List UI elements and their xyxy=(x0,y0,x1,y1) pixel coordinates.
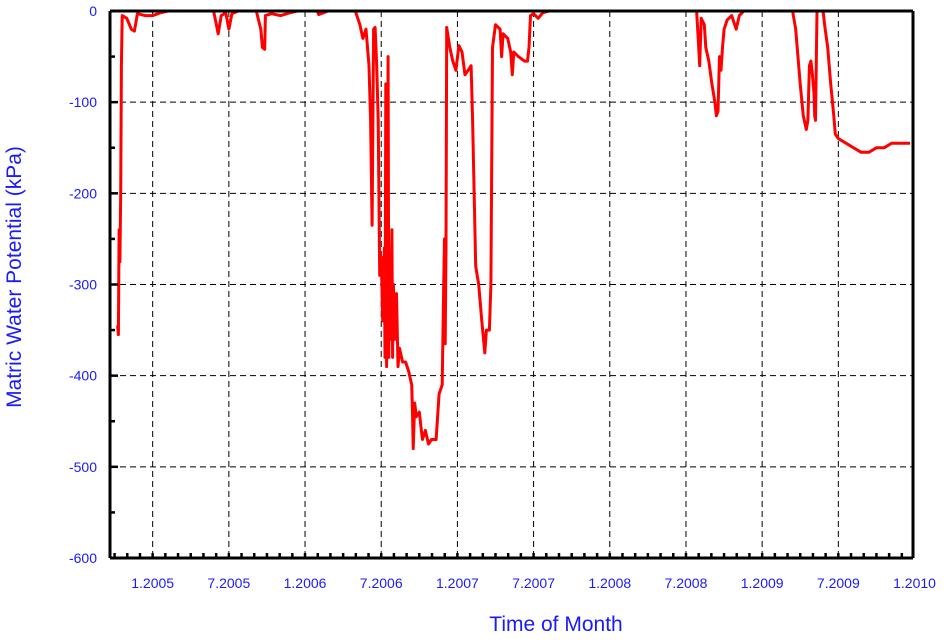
x-tick-label-3: 7.2006 xyxy=(360,575,403,591)
x-tick-label-1: 7.2005 xyxy=(207,575,250,591)
y-axis-title: Matric Water Potential (kPa) xyxy=(3,146,26,408)
y-tick-label-1: -100 xyxy=(69,94,97,110)
gridlines xyxy=(110,11,913,558)
x-tick-label-10: 1.2010 xyxy=(893,575,936,591)
x-tick-label-8: 1.2009 xyxy=(741,575,784,591)
series-line-0 xyxy=(116,9,910,451)
x-tick-labels: 1.2005 7.2005 1.2006 7.2006 1.2007 7.2007 1.20… xyxy=(131,575,936,591)
x-tick-label-6: 1.2008 xyxy=(588,575,631,591)
x-tick-label-2: 1.2006 xyxy=(284,575,327,591)
x-tick-label-9: 7.2009 xyxy=(817,575,860,591)
y-tick-labels: 0 -100 -200 -300 -400 -500 -600 xyxy=(69,3,97,566)
y-tick-label-5: -500 xyxy=(69,459,97,475)
y-tick-label-2: -200 xyxy=(69,185,97,201)
series-layer xyxy=(116,9,910,451)
x-tick-label-4: 1.2007 xyxy=(436,575,479,591)
x-tick-label-7: 7.2008 xyxy=(665,575,708,591)
y-tick-label-6: -600 xyxy=(69,550,97,566)
y-tick-label-3: -300 xyxy=(69,277,97,293)
x-tick-label-5: 7.2007 xyxy=(512,575,555,591)
y-tick-label-4: -400 xyxy=(69,368,97,384)
x-axis-title: Time of Month xyxy=(489,613,622,636)
tick-marks xyxy=(110,9,904,560)
y-tick-label-0: 0 xyxy=(89,3,97,19)
x-tick-label-0: 1.2005 xyxy=(131,575,174,591)
